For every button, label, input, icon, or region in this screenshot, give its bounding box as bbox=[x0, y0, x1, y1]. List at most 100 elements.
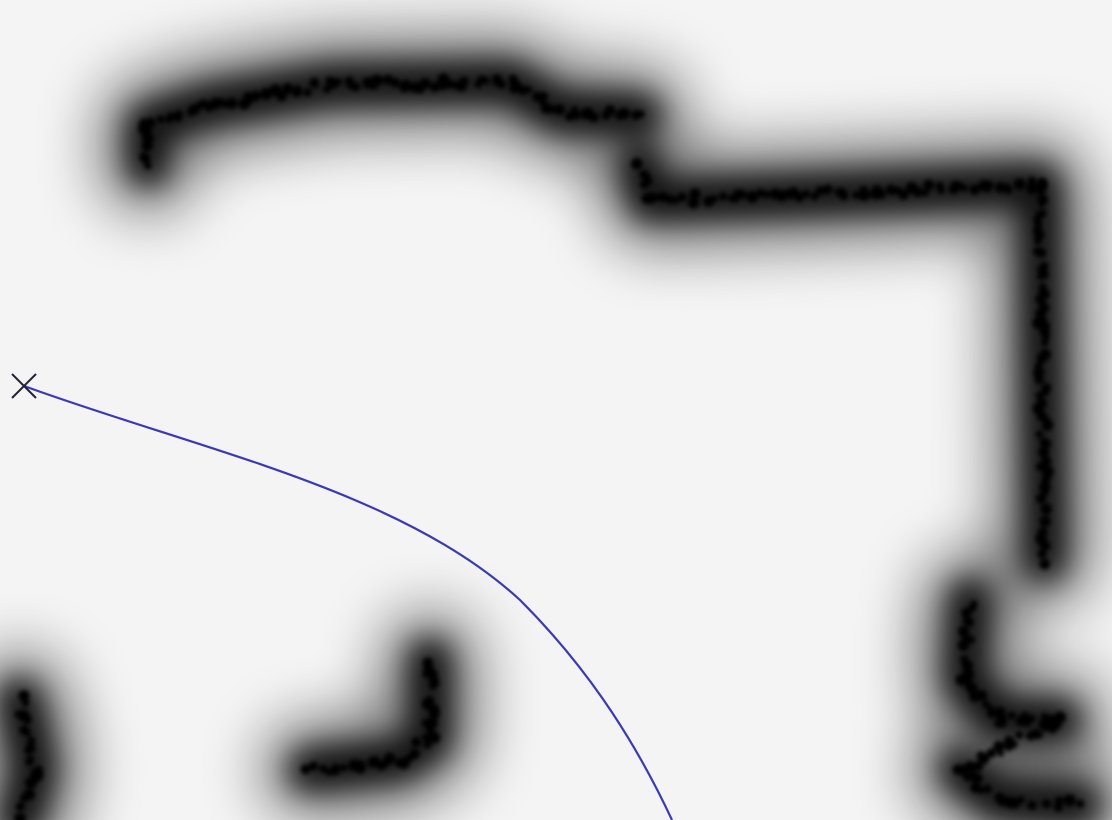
obstacle-point bbox=[532, 91, 543, 102]
obstacle-point bbox=[570, 106, 579, 114]
top-right-wall bbox=[631, 158, 1047, 209]
obstacle-point bbox=[1041, 332, 1050, 341]
obstacle-point bbox=[687, 197, 700, 209]
obstacle-point bbox=[1035, 430, 1044, 439]
obstacle-point bbox=[419, 78, 431, 89]
obstacle-point bbox=[993, 740, 1005, 752]
obstacle-point bbox=[994, 182, 1006, 193]
obstacle-point bbox=[319, 764, 328, 773]
obstacle-point bbox=[965, 676, 973, 684]
obstacle-point bbox=[637, 110, 645, 118]
obstacle-point bbox=[20, 794, 29, 803]
obstacle-point bbox=[1026, 182, 1039, 195]
obstacle-point bbox=[139, 152, 150, 162]
obstacle-point bbox=[1039, 558, 1050, 570]
obstacle-point bbox=[1039, 481, 1051, 493]
obstacle-point bbox=[958, 626, 970, 637]
obstacle-point bbox=[982, 700, 990, 709]
obstacle-point bbox=[1035, 294, 1046, 305]
obstacle-point bbox=[1041, 541, 1051, 551]
obstacle-point bbox=[1037, 549, 1047, 559]
obstacle-point bbox=[260, 88, 271, 99]
obstacle-point bbox=[588, 112, 599, 123]
obstacle-point bbox=[351, 82, 361, 92]
obstacle-point bbox=[976, 751, 986, 761]
obstacle-point bbox=[923, 179, 935, 191]
obstacle-point bbox=[309, 77, 320, 88]
obstacle-point bbox=[511, 80, 521, 90]
obstacle-point bbox=[852, 191, 860, 199]
obstacle-point bbox=[1039, 515, 1051, 528]
obstacle-point bbox=[167, 112, 175, 121]
obstacle-point bbox=[935, 181, 944, 191]
obstacle-point bbox=[24, 745, 34, 755]
obstacle-point bbox=[424, 696, 435, 706]
obstacle-point bbox=[565, 111, 575, 121]
obstacle-point bbox=[750, 191, 758, 199]
obstacle-point bbox=[795, 194, 804, 203]
obstacle-point bbox=[409, 748, 420, 760]
obstacle-point bbox=[1015, 730, 1024, 739]
bottom-left-fragment bbox=[14, 690, 44, 820]
obstacle-point bbox=[960, 184, 968, 192]
obstacle-point bbox=[303, 88, 312, 97]
cross-icon bbox=[11, 373, 37, 399]
obstacle-point bbox=[921, 189, 929, 197]
obstacle-point bbox=[677, 192, 687, 202]
obstacle-point bbox=[1035, 183, 1047, 195]
obstacle-point bbox=[1038, 446, 1050, 458]
obstacle-point bbox=[710, 195, 718, 203]
obstacle-point bbox=[250, 90, 261, 102]
obstacle-point bbox=[390, 78, 401, 88]
bottom-center-L bbox=[300, 657, 441, 776]
top-left-wall bbox=[138, 73, 645, 170]
obstacle-point bbox=[964, 681, 975, 692]
obstacle-point bbox=[27, 736, 36, 745]
obstacle-point bbox=[998, 719, 1007, 728]
obstacle-point bbox=[1040, 503, 1052, 515]
obstacle-point bbox=[1036, 247, 1046, 258]
obstacle-point bbox=[973, 761, 984, 772]
obstacle-point bbox=[969, 184, 980, 195]
obstacle-point bbox=[1041, 387, 1050, 397]
obstacle-point bbox=[1041, 419, 1054, 431]
obstacle-point bbox=[961, 660, 973, 672]
obstacle-point bbox=[1035, 493, 1047, 504]
obstacle-point bbox=[762, 190, 771, 199]
obstacle-point bbox=[640, 179, 649, 189]
obstacle-point bbox=[384, 752, 396, 765]
obstacle-point bbox=[422, 657, 434, 669]
bottom-right-cluster bbox=[952, 600, 1085, 812]
obstacle-point bbox=[1013, 178, 1026, 190]
right-vertical-wall bbox=[1032, 180, 1054, 570]
obstacle-point bbox=[810, 192, 819, 201]
obstacle-point bbox=[649, 192, 660, 203]
obstacle-point bbox=[459, 76, 469, 87]
obstacle-point bbox=[823, 184, 833, 194]
obstacle-point bbox=[664, 194, 675, 204]
obstacle-point bbox=[1035, 391, 1044, 400]
obstacle-point bbox=[1041, 473, 1051, 483]
obstacle-point bbox=[423, 740, 432, 749]
obstacle-point bbox=[524, 86, 533, 94]
obstacle-point bbox=[497, 80, 506, 89]
obstacle-point bbox=[1038, 200, 1046, 208]
obstacle-point bbox=[737, 189, 747, 200]
obstacle-point bbox=[719, 192, 728, 201]
obstacle-point bbox=[309, 761, 319, 771]
obstacle-point bbox=[997, 749, 1005, 757]
obstacle-point bbox=[383, 74, 394, 85]
obstacle-point bbox=[226, 97, 238, 109]
obstacle-point bbox=[689, 188, 701, 200]
obstacle-point bbox=[976, 690, 988, 701]
obstacle-point bbox=[887, 186, 897, 195]
obstacle-point bbox=[173, 113, 183, 122]
obstacle-point bbox=[446, 79, 455, 89]
obstacle-point bbox=[323, 85, 331, 93]
obstacle-point bbox=[952, 764, 963, 775]
obstacle-point bbox=[1036, 352, 1048, 364]
obstacle-point bbox=[1035, 308, 1046, 319]
obstacle-point bbox=[144, 161, 152, 170]
obstacle-point bbox=[1004, 741, 1014, 752]
